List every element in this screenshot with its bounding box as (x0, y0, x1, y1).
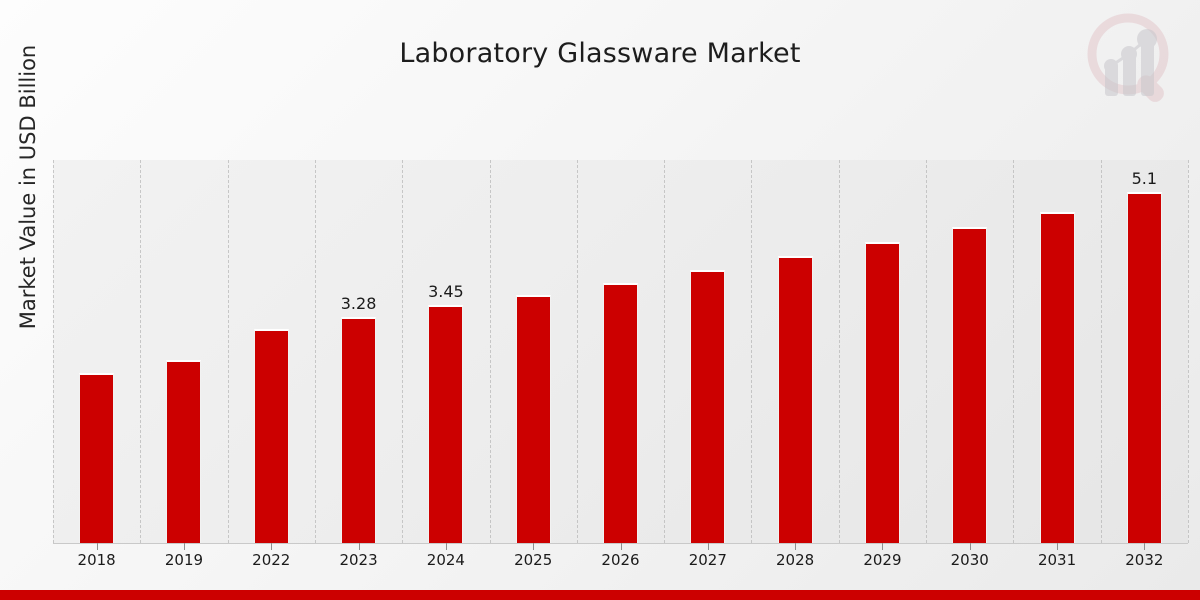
x-tick-2029 (882, 543, 884, 550)
x-tick-label-2023: 2023 (339, 551, 378, 569)
y-axis-label: Market Value in USD Billion (16, 44, 40, 330)
bar-2029[interactable] (864, 241, 900, 543)
gridline (838, 160, 841, 543)
x-tick-label-2032: 2032 (1125, 551, 1164, 569)
bar-2030[interactable] (952, 226, 988, 543)
x-tick-2032 (1144, 543, 1146, 550)
bar-2032[interactable] (1126, 191, 1162, 543)
x-tick-2024 (445, 543, 447, 550)
gridline (489, 160, 492, 543)
gridline (402, 160, 404, 543)
bar-2026[interactable] (603, 283, 638, 543)
x-tick-label-2022: 2022 (252, 551, 291, 569)
x-tick-2027 (707, 543, 709, 550)
gridline (576, 160, 579, 543)
bar-2024[interactable] (428, 305, 464, 543)
x-tick-2022 (271, 543, 273, 550)
bar-2031[interactable] (1039, 211, 1075, 543)
gridline (227, 160, 230, 543)
gridline (140, 160, 142, 543)
x-tick-2030 (969, 543, 971, 550)
bar-value-label-2024: 3.45 (428, 282, 464, 302)
x-tick-2018 (96, 543, 98, 550)
gridline (53, 160, 55, 543)
gridline (1100, 160, 1103, 543)
bar-2025[interactable] (515, 295, 551, 543)
x-tick-2023 (358, 543, 360, 550)
x-tick-2019 (183, 543, 185, 550)
x-tick-label-2028: 2028 (776, 551, 815, 569)
bar-2027[interactable] (690, 270, 726, 543)
x-tick-label-2030: 2030 (950, 551, 989, 569)
x-tick-label-2024: 2024 (426, 551, 465, 569)
gridline (1188, 160, 1190, 543)
x-tick-label-2027: 2027 (688, 551, 727, 569)
gridline (751, 160, 753, 543)
footer-accent-strip (0, 590, 1200, 600)
gridline (1013, 160, 1015, 543)
bar-value-label-2023: 3.28 (340, 294, 377, 314)
x-tick-label-2019: 2019 (164, 551, 204, 569)
x-tick-2026 (620, 543, 622, 550)
bar-2028[interactable] (777, 256, 813, 543)
x-tick-2028 (795, 543, 797, 550)
x-tick-2031 (1057, 543, 1059, 550)
gridline (664, 160, 666, 543)
x-tick-label-2031: 2031 (1037, 551, 1077, 569)
x-tick-label-2025: 2025 (514, 551, 553, 569)
gridline (926, 160, 928, 543)
x-tick-2025 (533, 543, 535, 550)
bar-value-label-2032: 5.1 (1131, 168, 1158, 188)
gridline (314, 160, 317, 543)
bar-2023[interactable] (341, 317, 377, 543)
bar-2022[interactable] (253, 329, 289, 543)
x-tick-label-2018: 2018 (77, 551, 116, 569)
bar-2019[interactable] (166, 359, 202, 543)
x-tick-label-2026: 2026 (601, 551, 640, 569)
page-title: Laboratory Glassware Market (399, 38, 801, 69)
bar-2018[interactable] (79, 372, 115, 543)
x-tick-label-2029: 2029 (863, 551, 902, 569)
